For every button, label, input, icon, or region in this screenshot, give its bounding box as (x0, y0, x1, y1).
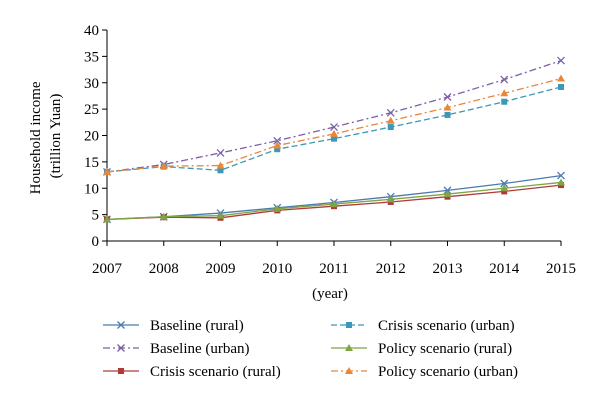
data-point (387, 124, 394, 131)
series-5 (103, 178, 565, 223)
legend-item: Policy scenario (rural) (331, 341, 512, 357)
data-point (159, 162, 168, 170)
legend-marker (117, 344, 125, 352)
data-point (500, 184, 509, 192)
x-tick-label: 2013 (433, 261, 463, 277)
data-point (103, 167, 111, 175)
x-tick-label: 2015 (546, 261, 576, 277)
y-tick-label: 0 (92, 234, 100, 250)
x-axis-title: (year) (312, 286, 348, 302)
data-point (557, 56, 565, 65)
legend-marker (346, 322, 352, 328)
series-line (106, 174, 562, 221)
y-tick-label: 20 (84, 129, 99, 145)
data-point (500, 179, 509, 188)
data-point (558, 83, 564, 90)
series-line (106, 77, 562, 173)
data-point (274, 146, 281, 153)
data-point (557, 74, 565, 82)
x-tick-label: 2009 (206, 261, 236, 277)
x-tick-label: 2008 (149, 261, 179, 277)
legend-item: Crisis scenario (rural) (103, 364, 281, 380)
series-line (106, 86, 562, 173)
legend-marker (118, 368, 124, 374)
data-point (386, 116, 395, 124)
x-tick-label: 2010 (262, 261, 292, 277)
y-tick-label: 30 (84, 76, 99, 92)
data-point (443, 190, 452, 198)
y-tick-label: 25 (84, 102, 99, 118)
x-tick-label: 2012 (376, 261, 406, 277)
legend-item: Policy scenario (urban) (331, 364, 518, 380)
x-tick-label: 2011 (319, 261, 348, 277)
data-point (216, 148, 225, 157)
legend-item: Baseline (urban) (103, 341, 250, 357)
y-axis-title: Household income (trillion Yuan) (28, 78, 64, 195)
data-point (331, 135, 337, 142)
axes (102, 29, 562, 246)
data-point (273, 141, 282, 149)
y-tick-label: 10 (84, 181, 99, 197)
data-point (330, 123, 338, 132)
data-point (443, 103, 452, 111)
y-tick-label: 15 (84, 155, 99, 171)
data-point (273, 204, 282, 212)
legend-item: Baseline (rural) (103, 318, 244, 334)
y-tick-label: 40 (84, 23, 99, 39)
data-point (273, 136, 282, 145)
data-point (386, 108, 395, 117)
legend-item: Crisis scenario (urban) (331, 318, 515, 334)
data-point (330, 129, 338, 137)
y-axis-title-line-1: Household income (28, 81, 44, 194)
data-point (216, 211, 225, 219)
data-point (443, 93, 452, 101)
data-point (557, 178, 565, 186)
series-1 (103, 171, 565, 224)
legend-marker (345, 367, 353, 374)
x-tick-labels: 2007 2008 2009 2010 2011 2012 2013 2014 2015 (92, 261, 576, 277)
legend-label: Policy scenario (urban) (378, 364, 518, 380)
legend-label: Crisis scenario (urban) (378, 318, 515, 334)
data-point (501, 98, 508, 105)
data-point (386, 195, 395, 203)
legend-label: Baseline (rural) (150, 318, 244, 334)
series-4 (104, 83, 564, 175)
y-tick-label: 5 (92, 208, 100, 224)
series-line (106, 59, 562, 173)
data-point (444, 111, 451, 118)
legend-marker (117, 321, 125, 329)
data-point (501, 188, 508, 195)
legend-marker (345, 344, 353, 351)
y-axis-title-line-2: (trillion Yuan) (48, 94, 64, 179)
series-6 (103, 74, 565, 175)
series-2 (103, 56, 565, 176)
data-point (216, 161, 225, 169)
data-point (217, 167, 224, 174)
legend: Baseline (rural) Baseline (urban) Crisis s… (103, 318, 518, 380)
x-tick-label: 2014 (489, 261, 520, 277)
legend-label: Policy scenario (rural) (378, 341, 512, 357)
data-point (557, 171, 565, 180)
legend-label: Crisis scenario (rural) (150, 364, 281, 380)
data-point (500, 75, 509, 84)
y-tick-labels: 0 5 10 15 20 25 30 35 40 (84, 23, 99, 250)
data-point (330, 200, 338, 208)
data-point (159, 212, 168, 220)
data-point (500, 89, 509, 97)
legend-label: Baseline (urban) (150, 341, 250, 357)
data-point (103, 215, 111, 223)
series-layer (103, 56, 565, 224)
x-tick-label: 2007 (92, 261, 123, 277)
y-tick-label: 35 (84, 49, 99, 65)
